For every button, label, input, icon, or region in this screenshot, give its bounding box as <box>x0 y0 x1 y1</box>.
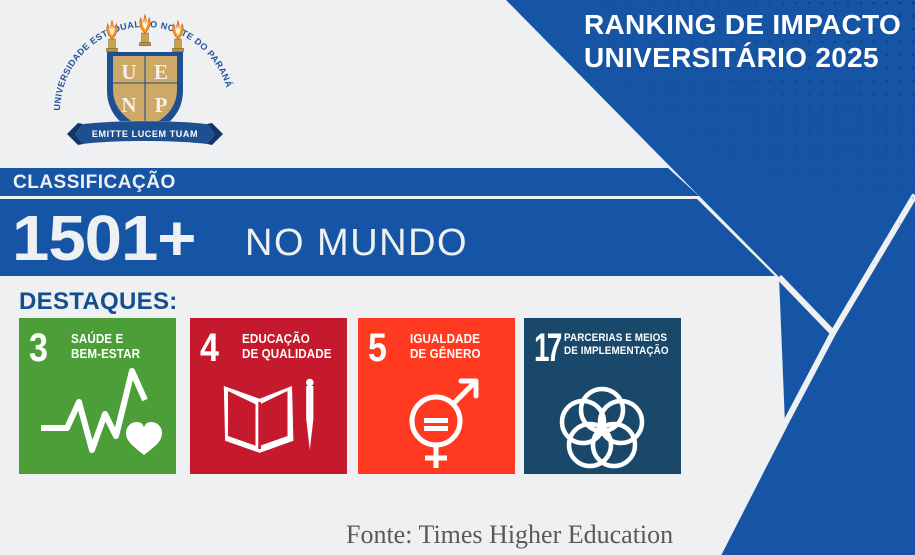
svg-text:EMITTE LUCEM TUAM: EMITTE LUCEM TUAM <box>92 129 198 139</box>
svg-text:E: E <box>154 60 168 84</box>
svg-text:U: U <box>121 60 136 84</box>
svg-text:P: P <box>155 93 168 117</box>
svg-text:N: N <box>121 93 136 117</box>
